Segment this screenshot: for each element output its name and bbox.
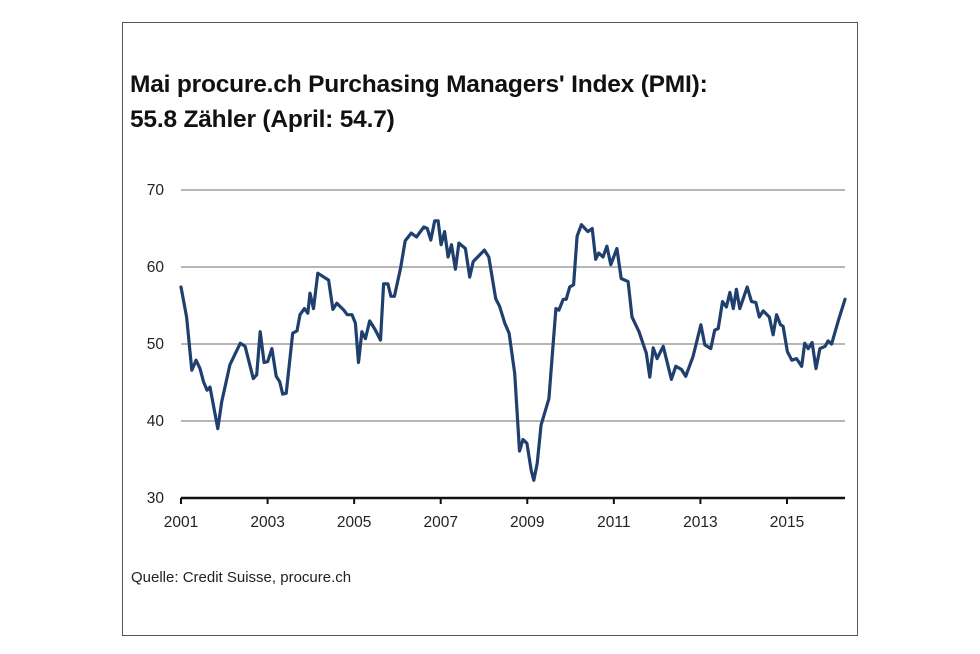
chart-title-line-1: Mai procure.ch Purchasing Managers' Inde…: [130, 71, 708, 98]
x-tick-label: 2003: [250, 514, 284, 531]
y-tick-label: 40: [147, 413, 165, 430]
x-tick-label: 2007: [423, 514, 457, 531]
x-tick-label: 2001: [164, 514, 198, 531]
y-tick-label: 60: [147, 259, 165, 276]
x-tick-label: 2015: [770, 514, 804, 531]
series-line-pmi: [179, 219, 847, 482]
source-note: Quelle: Credit Suisse, procure.ch: [131, 569, 352, 586]
x-tick-label: 2013: [683, 514, 717, 531]
y-tick-label: 30: [147, 490, 165, 507]
chart-frame: [122, 22, 858, 636]
x-tick-label: 2005: [337, 514, 371, 531]
x-tick-label: 2009: [510, 514, 544, 531]
x-tick-label: 2011: [597, 514, 630, 531]
y-tick-label: 50: [147, 336, 165, 353]
chart-title: Mai procure.ch Purchasing Managers' Inde…: [130, 67, 708, 137]
y-tick-label: 70: [147, 182, 165, 199]
chart-title-line-2: 55.8 Zähler (April: 54.7): [130, 106, 395, 133]
